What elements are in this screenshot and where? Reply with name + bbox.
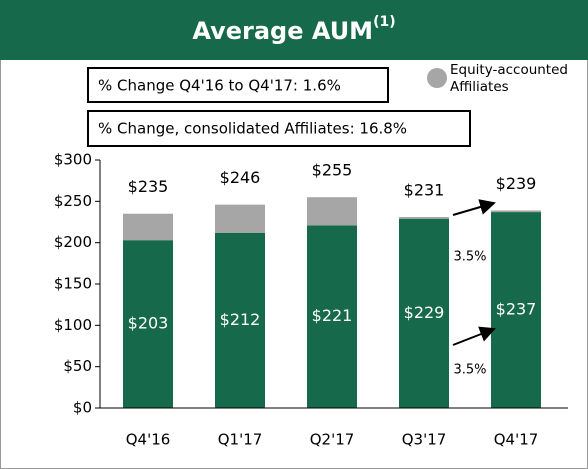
y-tick-label: $50	[63, 357, 92, 375]
annotation: 3.5%	[453, 363, 486, 378]
bar-segment	[215, 204, 265, 233]
data-label: $221	[312, 306, 353, 325]
total-label: $255	[312, 161, 353, 180]
y-tick-label: $250	[54, 192, 92, 210]
y-tick-label: $300	[54, 151, 92, 169]
annotation: % Change, consolidated Affiliates: 16.8%	[98, 120, 407, 138]
note-box	[87, 110, 471, 147]
arrow	[452, 199, 496, 216]
data-label: $237	[496, 300, 537, 319]
x-tick-label: Q4'17	[494, 431, 539, 449]
y-tick-label: $150	[54, 275, 92, 293]
bar-segment	[123, 213, 173, 241]
bar-segment	[491, 210, 541, 213]
x-tick-label: Q2'17	[310, 431, 355, 449]
bar-segment	[307, 197, 357, 226]
total-label: $231	[404, 181, 445, 200]
x-tick-label: Q1'17	[218, 431, 263, 449]
header	[0, 0, 588, 60]
y-tick-label: $0	[73, 399, 92, 417]
total-label: $246	[220, 168, 261, 187]
note-box	[87, 67, 389, 103]
y-tick-label: $200	[54, 233, 92, 251]
chart-title: Average AUM(1)	[192, 14, 395, 45]
bar-segment	[123, 240, 173, 408]
total-label: $235	[128, 177, 169, 196]
annotation: 3.5%	[453, 250, 486, 265]
legend-swatch	[427, 68, 447, 88]
y-tick-label: $100	[54, 316, 92, 334]
x-tick-label: Q3'17	[402, 431, 447, 449]
bar-segment	[491, 212, 541, 408]
bar-segment	[399, 217, 449, 219]
arrow	[452, 326, 496, 346]
total-label: $239	[496, 174, 537, 193]
annotation: % Change Q4'16 to Q4'17: 1.6%	[98, 77, 341, 95]
x-tick-label: Q4'16	[126, 431, 171, 449]
bar-segment	[215, 232, 265, 408]
bar-segment	[399, 218, 449, 408]
legend-label: Equity-accounted Affiliates	[450, 62, 568, 95]
data-label: $229	[404, 303, 445, 322]
data-label: $203	[128, 314, 169, 333]
data-label: $212	[220, 310, 261, 329]
bar-segment	[307, 225, 357, 408]
